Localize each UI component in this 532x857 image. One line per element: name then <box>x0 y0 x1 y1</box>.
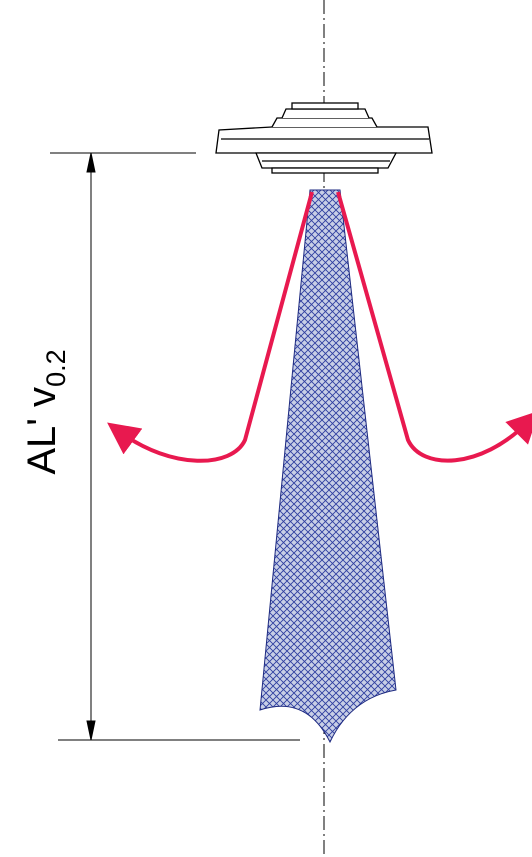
air-jet <box>259 189 397 744</box>
dimension-line <box>50 152 300 741</box>
dimension-label-main: AL' v <box>20 386 64 475</box>
ceiling-diffuser-icon <box>215 102 433 174</box>
return-flow-left-icon <box>107 191 314 463</box>
dimension-label: AL' v0.2 <box>20 349 71 475</box>
return-flow-right-icon <box>336 191 532 463</box>
dimension-label-subscript: 0.2 <box>41 349 71 387</box>
